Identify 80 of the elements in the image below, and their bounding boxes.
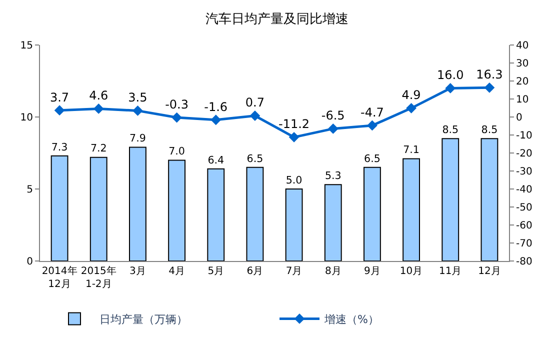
y2-tick-label: -20 bbox=[516, 148, 532, 160]
data-label: 6.4 bbox=[208, 154, 224, 166]
bar bbox=[90, 156, 108, 261]
x-tick-label: 6月 bbox=[246, 266, 264, 277]
data-label: 7.2 bbox=[90, 142, 107, 155]
y2-tick-label: 10 bbox=[516, 94, 529, 106]
y2-tick-label: -60 bbox=[516, 220, 532, 232]
data-label: 4.9 bbox=[402, 88, 421, 102]
data-label: 4.6 bbox=[89, 88, 108, 103]
point bbox=[445, 83, 456, 94]
data-label: 5.3 bbox=[324, 170, 342, 182]
x-tick-label: 2015年 1-2月 bbox=[80, 265, 116, 290]
bar bbox=[402, 158, 420, 261]
bar bbox=[207, 168, 225, 261]
point bbox=[54, 105, 65, 116]
bar bbox=[324, 184, 342, 261]
x-tick-label: 8月 bbox=[324, 266, 342, 277]
y2-tick-label: 40 bbox=[516, 40, 529, 52]
data-label: -4.7 bbox=[360, 105, 384, 120]
data-label: 0.7 bbox=[245, 96, 265, 110]
y2-tick-label: -80 bbox=[516, 256, 532, 268]
bar bbox=[129, 146, 146, 261]
y-tick-label: 5 bbox=[26, 184, 33, 196]
bar bbox=[442, 138, 460, 261]
x-tick-label: 10月 bbox=[400, 266, 423, 277]
x-tick-label: 2014年 12月 bbox=[42, 265, 78, 290]
y2-tick-label: -70 bbox=[516, 238, 532, 250]
data-label: 8.5 bbox=[481, 124, 498, 136]
data-label: 16.3 bbox=[476, 68, 503, 82]
y2-tick-label: -10 bbox=[516, 130, 532, 142]
point bbox=[132, 106, 143, 116]
legend-label: 增速（%） bbox=[324, 312, 379, 326]
y2-tick-label: -30 bbox=[516, 166, 532, 178]
bar bbox=[480, 138, 498, 261]
legend-label: 日均产量（万辆） bbox=[100, 312, 188, 326]
bar bbox=[168, 160, 186, 261]
data-label: 7.1 bbox=[403, 144, 420, 156]
data-label: 6.5 bbox=[364, 152, 380, 165]
x-tick-label: 3月 bbox=[130, 266, 146, 277]
data-label: -0.3 bbox=[165, 98, 188, 112]
y2-tick-label: -50 bbox=[516, 202, 532, 214]
bar bbox=[364, 166, 381, 261]
data-label: 3.5 bbox=[128, 90, 148, 105]
chart-title: 汽车日均产量及同比增速 bbox=[206, 12, 348, 27]
data-label: 7.9 bbox=[130, 132, 146, 145]
point bbox=[406, 102, 416, 114]
data-label: 8.5 bbox=[442, 124, 459, 136]
data-label: 7.0 bbox=[168, 146, 185, 158]
point bbox=[250, 110, 260, 121]
data-label: 3.7 bbox=[50, 90, 70, 104]
point bbox=[93, 104, 104, 114]
y-tick-label: 0 bbox=[26, 256, 33, 268]
data-label: -1.6 bbox=[204, 100, 228, 114]
x-tick-label: 5月 bbox=[208, 266, 224, 277]
point bbox=[328, 124, 338, 134]
y2-tick-label: 30 bbox=[516, 58, 529, 70]
point bbox=[484, 82, 495, 93]
y-tick-label: 10 bbox=[20, 112, 33, 124]
point bbox=[172, 112, 182, 123]
x-tick-label: 12月 bbox=[478, 266, 501, 277]
point bbox=[367, 120, 378, 131]
data-label: 5.0 bbox=[286, 174, 302, 186]
x-tick-label: 4月 bbox=[168, 266, 185, 277]
y2-tick-label: 0 bbox=[516, 112, 522, 124]
data-label: 6.5 bbox=[246, 152, 264, 165]
y-tick-label: 15 bbox=[20, 40, 33, 52]
data-label: 16.0 bbox=[437, 68, 464, 82]
bar bbox=[246, 166, 264, 261]
bar bbox=[285, 188, 303, 261]
bar bbox=[50, 155, 68, 261]
x-tick-label: 7月 bbox=[286, 266, 302, 277]
point bbox=[288, 132, 300, 142]
data-label: -11.2 bbox=[278, 117, 310, 132]
x-tick-label: 11月 bbox=[439, 266, 462, 277]
data-label: -6.5 bbox=[321, 108, 345, 123]
x-tick-label: 9月 bbox=[364, 266, 380, 277]
y2-tick-label: -40 bbox=[516, 184, 532, 196]
y2-tick-label: 20 bbox=[516, 76, 529, 88]
data-label: 7.3 bbox=[51, 141, 68, 154]
point bbox=[210, 114, 222, 126]
